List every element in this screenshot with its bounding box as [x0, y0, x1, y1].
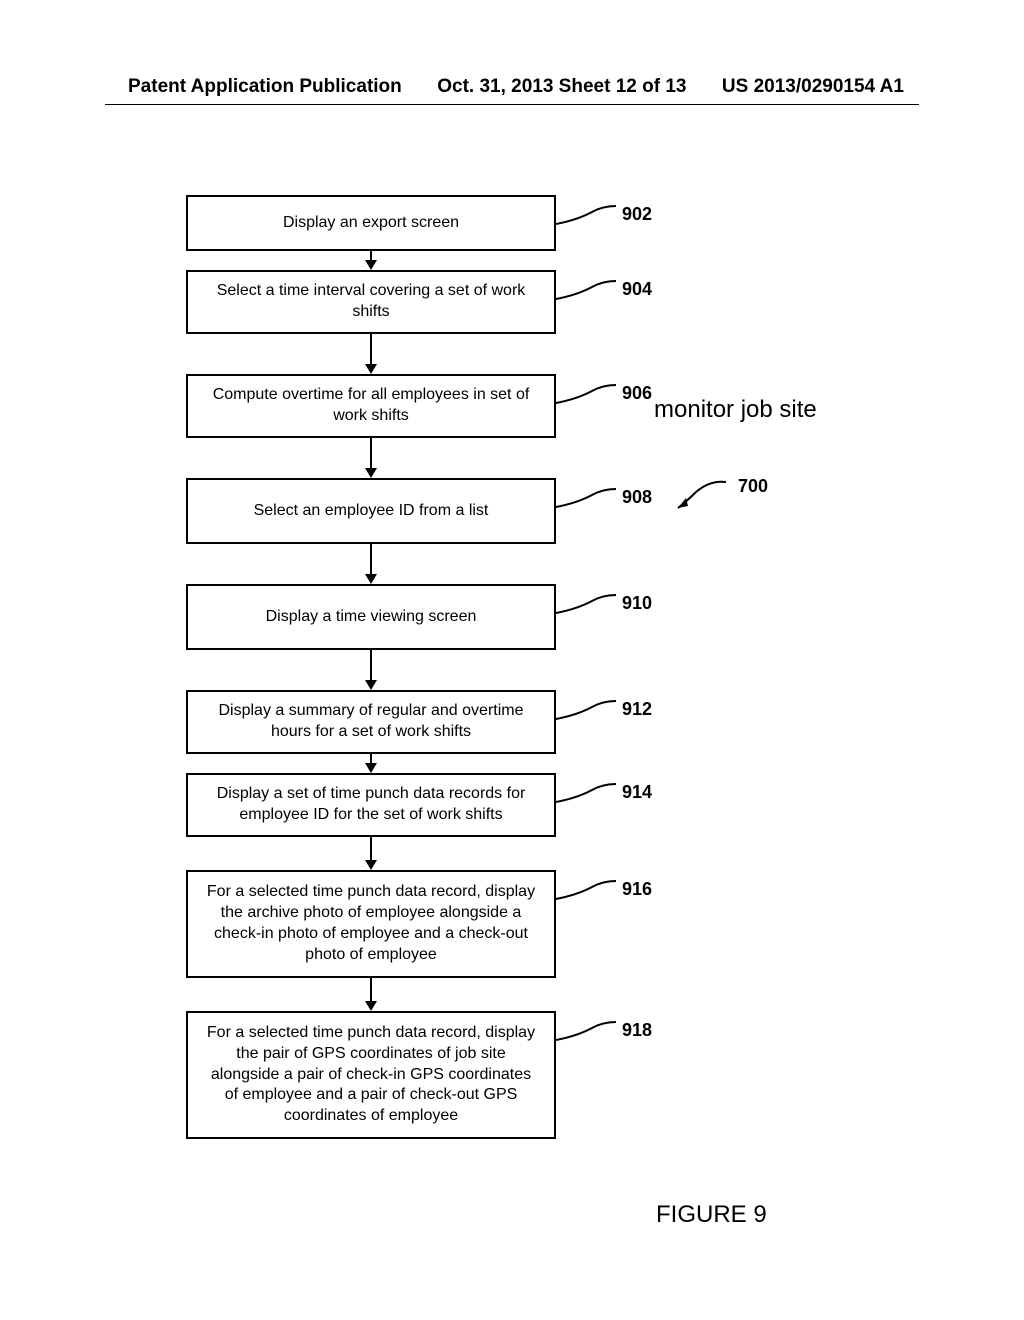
arrow-down-icon: [361, 544, 381, 584]
leader-icon: [556, 778, 616, 806]
step-row: Select a time interval covering a set of…: [186, 270, 888, 334]
step-box: For a selected time punch data record, d…: [186, 1011, 556, 1139]
step-row: For a selected time punch data record, d…: [186, 870, 888, 978]
header-publication: Patent Application Publication: [128, 76, 402, 98]
ref-number: 916: [622, 879, 652, 900]
header-separator: [105, 104, 919, 105]
step-box: Select an employee ID from a list: [186, 478, 556, 544]
header-pub-number: US 2013/0290154 A1: [722, 76, 904, 98]
arrow-connector: [186, 251, 556, 270]
leader-icon: [556, 1016, 616, 1044]
step-box: Display a set of time punch data records…: [186, 773, 556, 837]
ref-leader: 906: [556, 379, 652, 407]
arrow-down-icon: [361, 650, 381, 690]
ref-leader: 916: [556, 875, 652, 903]
ref-leader: 904: [556, 275, 652, 303]
step-row: Display a set of time punch data records…: [186, 773, 888, 837]
flowchart: Display an export screen 902 Select a time…: [186, 195, 888, 1139]
leader-icon: [556, 483, 616, 511]
side-reference: 700: [670, 472, 768, 512]
arrow-down-icon: [361, 978, 381, 1011]
step-box: Compute overtime for all employees in se…: [186, 374, 556, 438]
ref-number: 906: [622, 383, 652, 404]
step-row: Display a summary of regular and overtim…: [186, 690, 888, 754]
ref-700: 700: [738, 476, 768, 497]
arrow-connector: [186, 544, 556, 584]
arrow-connector: [186, 650, 556, 690]
ref-number: 918: [622, 1020, 652, 1041]
ref-leader: 918: [556, 1016, 652, 1044]
step-row: Display an export screen 902: [186, 195, 888, 251]
arrow-connector: [186, 837, 556, 870]
arrow-connector: [186, 978, 556, 1011]
figure-label: FIGURE 9: [656, 1201, 767, 1229]
leader-icon: [556, 275, 616, 303]
ref-number: 912: [622, 699, 652, 720]
header-date-sheet: Oct. 31, 2013 Sheet 12 of 13: [437, 76, 686, 98]
ref-leader: 914: [556, 778, 652, 806]
arrow-down-icon: [361, 754, 381, 773]
arrow-connector: [186, 438, 556, 478]
arrow-down-icon: [361, 438, 381, 478]
step-box: Display a time viewing screen: [186, 584, 556, 650]
step-row: Display a time viewing screen 910: [186, 584, 888, 650]
step-box: For a selected time punch data record, d…: [186, 870, 556, 978]
leader-icon: [556, 695, 616, 723]
ref-leader: 912: [556, 695, 652, 723]
arrow-down-icon: [361, 251, 381, 270]
leader-icon: [556, 379, 616, 407]
leader-icon: [556, 200, 616, 228]
step-box: Select a time interval covering a set of…: [186, 270, 556, 334]
leader-icon: [556, 589, 616, 617]
step-box: Display an export screen: [186, 195, 556, 251]
monitor-label: monitor job site: [654, 396, 817, 424]
ref-leader: 910: [556, 589, 652, 617]
step-row: Select an employee ID from a list 908: [186, 478, 888, 544]
ref-number: 904: [622, 279, 652, 300]
ref-number: 902: [622, 204, 652, 225]
ref-number: 910: [622, 593, 652, 614]
ref-number: 908: [622, 487, 652, 508]
arrow-down-icon: [361, 837, 381, 870]
arrow-connector: [186, 334, 556, 374]
arrow-connector: [186, 754, 556, 773]
ref-leader: 902: [556, 200, 652, 228]
step-box: Display a summary of regular and overtim…: [186, 690, 556, 754]
step-row: For a selected time punch data record, d…: [186, 1011, 888, 1139]
leader-700-icon: [670, 472, 732, 512]
ref-leader: 908: [556, 483, 652, 511]
ref-number: 914: [622, 782, 652, 803]
arrow-down-icon: [361, 334, 381, 374]
leader-icon: [556, 875, 616, 903]
